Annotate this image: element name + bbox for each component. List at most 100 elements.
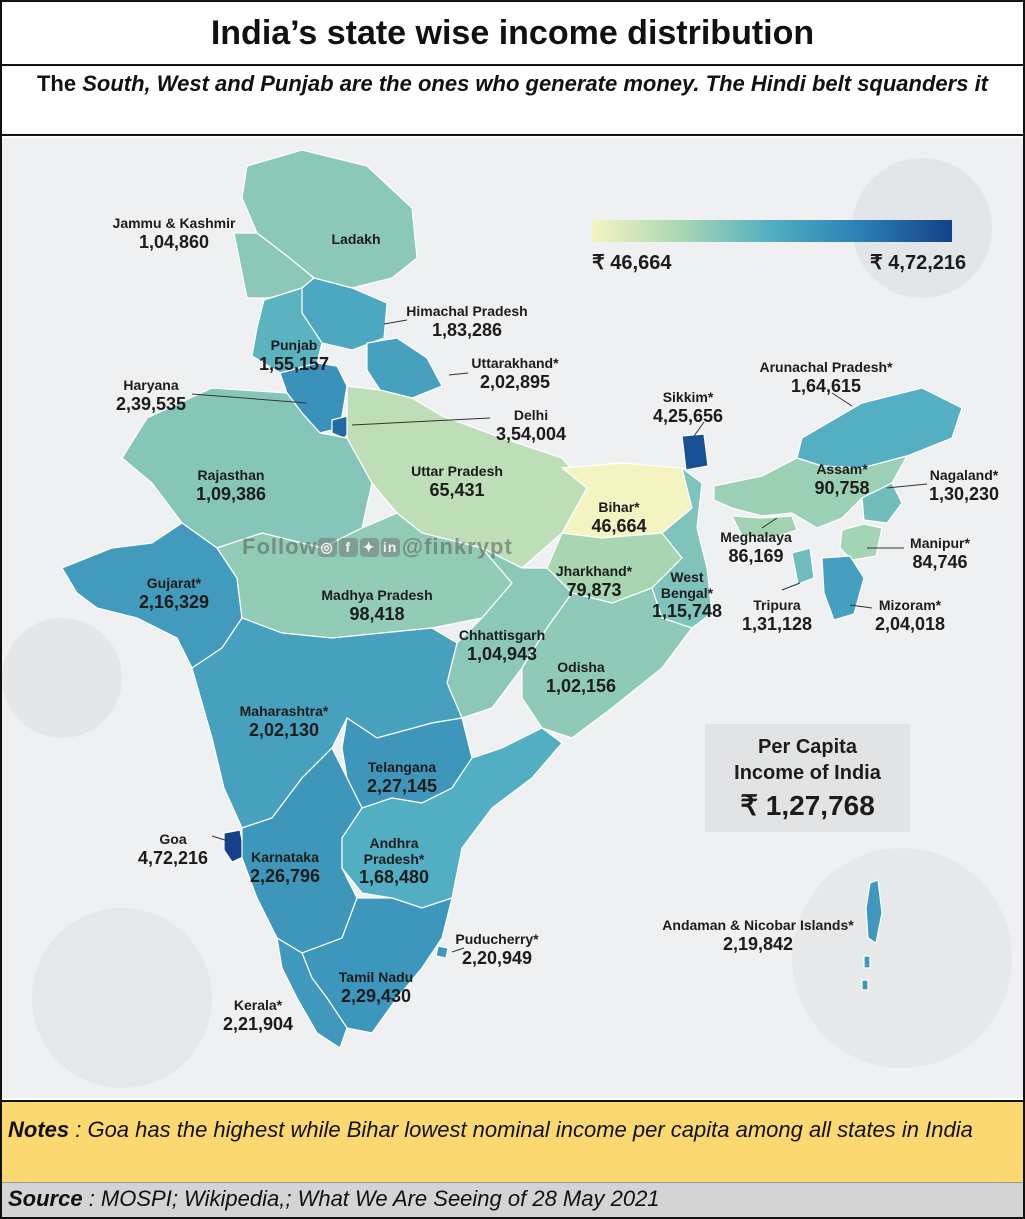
legend-color-scale [592,220,952,242]
background-coin [32,908,212,1088]
label-name: Gujarat* [146,575,202,591]
state-nagaland [861,482,903,524]
subtitle-lead: The [36,71,83,96]
state-sikkim [681,433,709,471]
page-title: India’s state wise income distribution [2,2,1023,66]
label-name: Nagaland* [929,467,999,483]
label-value: 4,25,656 [652,405,724,426]
state-manipur [839,523,883,561]
linkedin-icon: in [380,538,400,557]
label-manipur: Manipur* 84,746 [910,535,970,572]
label-value: 2,27,145 [366,775,438,796]
label-value: 46,664 [591,515,647,536]
label-name: Punjab [270,337,318,353]
label-name: Tamil Nadu [338,969,414,985]
label-value: 1,04,860 [138,231,210,252]
leader-line-himachal [383,319,408,325]
label-haryana: Haryana 2,39,535 [116,377,186,414]
state-goa [223,829,246,863]
subtitle-emphasis: South, West and Punjab are the ones who … [82,71,989,96]
india-choropleth-map [2,149,1012,1088]
label-sikkim: Sikkim* 4,25,656 [652,389,724,426]
label-value: 2,21,904 [222,1013,294,1034]
label-name: Pradesh* [363,850,425,867]
label-value: 65,431 [429,479,485,500]
label-karnataka: Karnataka 2,26,796 [249,849,321,886]
label-name: Manipur* [910,535,970,551]
label-value: 90,758 [814,477,870,498]
label-name: Bengal* [660,584,714,601]
label-value: 4,72,216 [137,847,209,868]
label-name: Tripura [753,597,801,613]
label-value: 1,83,286 [431,319,503,340]
label-bihar: Bihar* 46,664 [591,499,647,536]
label-value: 1,02,156 [545,675,617,696]
label-value: 2,02,895 [479,371,551,392]
label-name: Telangana [367,759,437,775]
label-nagaland: Nagaland* 1,30,230 [929,467,999,504]
background-coin [792,848,1012,1068]
label-name: Puducherry* [455,931,539,947]
label-meghalaya: Meghalaya 86,169 [720,529,792,566]
background-coin [2,618,122,738]
label-name: Sikkim* [662,389,714,405]
state-mizoram [821,555,865,621]
label-value: 1,31,128 [741,613,813,634]
label-value: 2,19,842 [722,933,794,954]
label-punjab: Punjab 1,55,157 [259,337,329,374]
label-arunachal-pradesh: Arunachal Pradesh* 1,64,615 [759,359,893,396]
label-tamil-nadu: Tamil Nadu 2,29,430 [338,969,414,1006]
leader-line-goa [211,835,229,842]
page-subtitle: The South, West and Punjab are the ones … [2,66,1023,136]
label-rajasthan: Rajasthan 1,09,386 [196,467,266,504]
label-andaman-nicobar: Andaman & Nicobar Islands* 2,19,842 [662,917,853,954]
label-andhra-pradesh: Andhra Pradesh* 1,68,480 [358,835,430,888]
notes-label: Notes [8,1117,70,1142]
notes-text: : Goa has the highest while Bihar lowest… [69,1117,973,1142]
watermark-handle: @finkrypt [401,534,513,559]
label-name: Bihar* [598,499,640,515]
label-value: 2,02,130 [248,719,320,740]
label-value: 2,26,796 [249,865,321,886]
label-name: Maharashtra* [239,703,329,719]
label-name: Madhya Pradesh [321,587,433,603]
label-name: Mizoram* [878,597,942,613]
state-uttarakhand [366,337,443,399]
legend-max-label: ₹ 4,72,216 [870,252,967,274]
state-chhattisgarh [446,547,573,719]
state-odisha [521,587,693,739]
per-capita-title-line1: Per Capita [758,736,857,758]
leader-line-delhi [351,417,491,426]
label-madhya-pradesh: Madhya Pradesh 98,418 [321,587,433,624]
label-name: Rajasthan [197,467,265,483]
label-tripura: Tripura 1,31,128 [741,597,813,634]
instagram-icon: ◎ [317,538,337,557]
label-assam: Assam* 90,758 [814,461,870,498]
label-name: Uttarakhand* [471,355,559,371]
leader-line-nagaland [886,483,928,489]
source-text: : MOSPI; Wikipedia,; What We Are Seeing … [82,1186,660,1211]
label-odisha: Odisha 1,02,156 [545,659,617,696]
legend-min-label: ₹ 46,664 [592,252,672,274]
per-capita-income-box: Per Capita Income of India ₹ 1,27,768 [705,724,910,832]
label-kerala: Kerala* 2,21,904 [222,997,294,1034]
label-name: Goa [159,831,187,847]
label-name: Jammu & Kashmir [112,215,236,231]
label-name: Arunachal Pradesh* [759,359,893,375]
label-value: 1,68,480 [358,867,430,888]
leader-line-meghalaya [761,517,778,529]
label-chhattisgarh: Chhattisgarh 1,04,943 [459,627,545,664]
leader-line-arunachal [831,392,853,407]
label-name: Uttar Pradesh [411,463,503,479]
label-value: 84,746 [912,551,968,572]
label-mizoram: Mizoram* 2,04,018 [875,597,945,634]
leader-line-haryana [191,393,308,404]
label-value: 1,04,943 [466,643,538,664]
source-section: Source : MOSPI; Wikipedia,; What We Are … [2,1182,1023,1217]
state-puducherry [435,945,449,959]
leader-line-uttarakhand [448,372,469,376]
label-name: Odisha [557,659,605,675]
label-name: Kerala* [233,997,283,1013]
leader-line-tripura [781,582,801,591]
